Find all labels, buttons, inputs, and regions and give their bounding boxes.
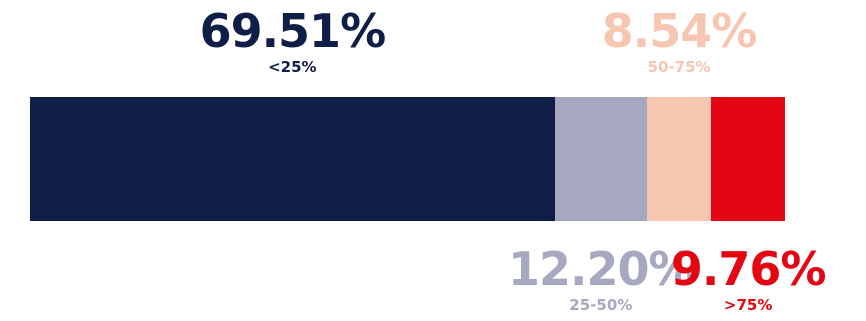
category-label: 25-50%	[569, 296, 633, 314]
value-label: 9.76%	[670, 242, 827, 296]
data-label-gt75: 9.76% >75%	[670, 242, 827, 314]
bar-segment-25-50	[554, 97, 647, 221]
data-label-25-50: 12.20% 25-50%	[508, 242, 695, 314]
value-label: 8.54%	[601, 4, 758, 58]
category-label: 50-75%	[647, 58, 711, 76]
category-label: >75%	[723, 296, 773, 314]
data-label-lt25: 69.51% <25%	[199, 4, 387, 76]
category-label: <25%	[268, 58, 317, 76]
data-label-50-75: 8.54% 50-75%	[601, 4, 758, 76]
value-label: 12.20%	[508, 242, 695, 296]
bar-segment-gt75	[711, 97, 785, 221]
bar-segment-lt25	[30, 97, 555, 221]
bar-segment-50-75	[646, 97, 712, 221]
value-label: 69.51%	[199, 4, 387, 58]
